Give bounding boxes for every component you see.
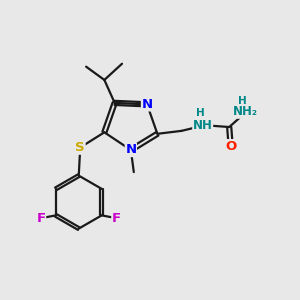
Text: H: H: [196, 108, 205, 118]
Text: N: N: [142, 98, 153, 111]
Text: H: H: [238, 95, 247, 106]
Text: NH₂: NH₂: [233, 105, 258, 118]
Text: NH: NH: [193, 119, 213, 132]
Text: S: S: [75, 141, 85, 154]
Text: F: F: [37, 212, 46, 225]
Text: F: F: [112, 212, 121, 225]
Text: O: O: [225, 140, 236, 153]
Text: N: N: [125, 143, 136, 157]
